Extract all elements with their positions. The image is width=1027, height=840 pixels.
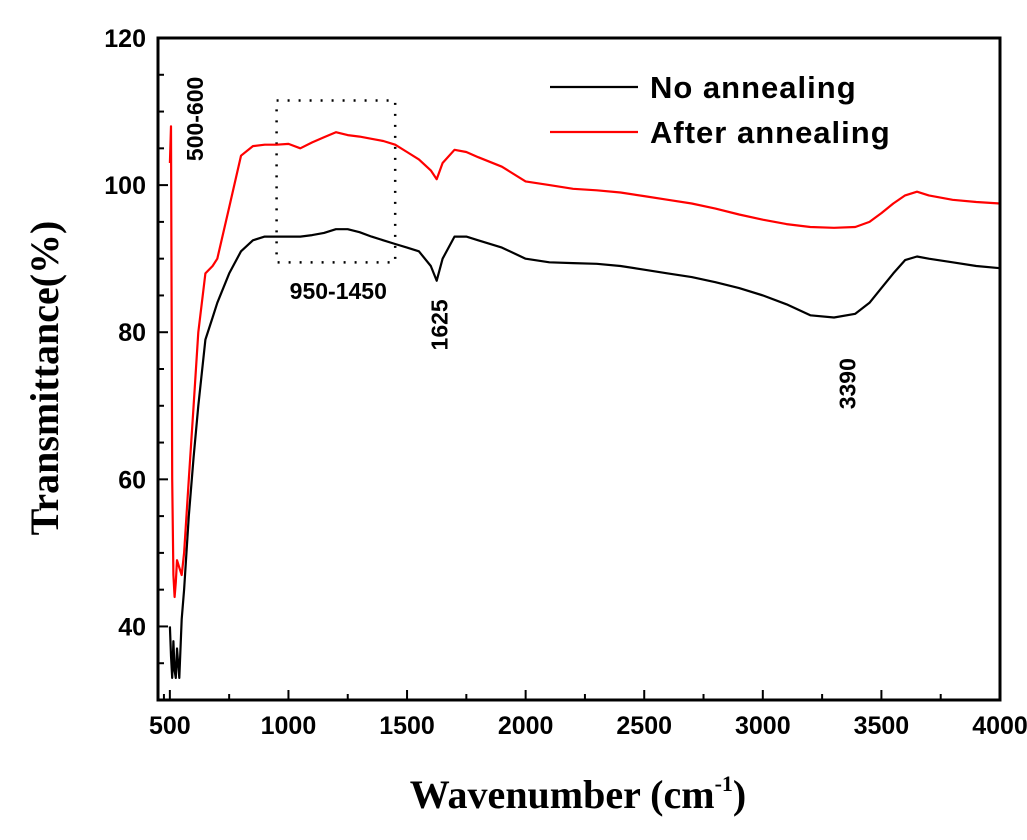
y-tick-label: 40 — [118, 613, 146, 641]
x-tick-label: 1500 — [379, 712, 435, 740]
y-tick-label: 120 — [104, 25, 146, 53]
ticks-layer: 500 1000 1500 2000 2500 3000 3500 4000 40 60 80 100… — [104, 25, 1027, 740]
x-axis-label-close: ) — [733, 772, 746, 817]
x-tick-label: 2000 — [498, 712, 554, 740]
peak-annotation: 3390 — [834, 358, 860, 409]
series-line-no-annealing — [168, 228, 1001, 679]
y-tick-label: 80 — [118, 319, 146, 347]
legend-label: No annealing — [650, 70, 857, 105]
peak-annotation: 950-1450 — [290, 278, 387, 304]
highlight-box — [275, 99, 397, 264]
y-axis-label: Transmittance(%) — [22, 221, 67, 536]
y-tick-label: 100 — [104, 172, 146, 200]
peak-annotation: 500-600 — [182, 77, 208, 161]
x-tick-label: 3500 — [854, 712, 910, 740]
x-tick-label: 4000 — [972, 712, 1027, 740]
series-line-after-annealing — [168, 125, 1001, 599]
x-axis-label-superscript: -1 — [715, 771, 733, 796]
highlight-box-layer — [275, 99, 397, 264]
x-tick-label: 3000 — [735, 712, 791, 740]
x-tick-label: 500 — [149, 712, 191, 740]
x-tick-label: 2500 — [616, 712, 672, 740]
peak-annotation: 1625 — [426, 299, 452, 350]
x-tick-label: 1000 — [261, 712, 317, 740]
x-axis-label: Wavenumber (cm-1) — [410, 771, 746, 817]
annotations-layer: 500-600 950-1450 1625 3390 — [182, 77, 860, 410]
legend: No annealing After annealing — [550, 70, 891, 150]
legend-label: After annealing — [650, 115, 891, 150]
series-layer — [168, 125, 1001, 679]
x-axis-label-text: Wavenumber (cm — [410, 772, 715, 817]
y-tick-label: 60 — [118, 466, 146, 494]
